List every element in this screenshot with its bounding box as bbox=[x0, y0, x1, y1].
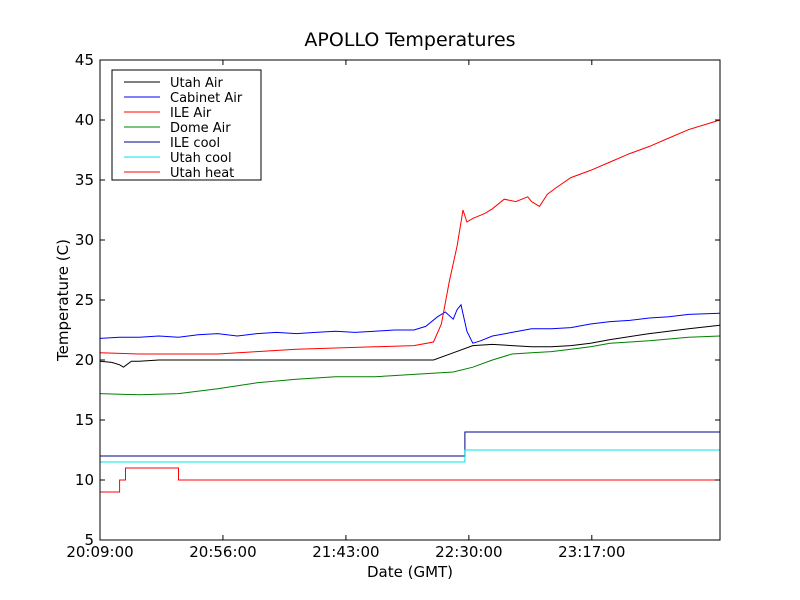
x-tick-label-5: 23:17:00 bbox=[558, 543, 625, 561]
legend-label-3: ILE Air bbox=[170, 106, 212, 121]
series-line-3 bbox=[99, 119, 721, 355]
y-tick-label-1: 5 bbox=[84, 531, 94, 549]
y-tick-label-5: 25 bbox=[75, 291, 94, 309]
series-line-7 bbox=[100, 467, 720, 493]
x-tick-label-1: 20:09:00 bbox=[66, 543, 133, 561]
y-tick-label-8: 40 bbox=[75, 111, 94, 129]
plot-area: 5 10 15 20 25 30 35 40 45 20:09:00 20:56:00 21:43:0… bbox=[66, 51, 721, 561]
y-axis-label: Temperature (C) bbox=[54, 239, 72, 362]
x-axis-label: Date (GMT) bbox=[367, 563, 453, 581]
legend-label-1: Utah Air bbox=[170, 76, 223, 91]
legend-box bbox=[111, 69, 262, 181]
y-tick-label-6: 30 bbox=[75, 231, 94, 249]
series-line-1 bbox=[99, 324, 721, 368]
series-line-5 bbox=[100, 431, 720, 457]
legend-label-5: ILE cool bbox=[170, 136, 220, 151]
legend-label-2: Cabinet Air bbox=[170, 91, 243, 106]
chart-title: APOLLO Temperatures bbox=[304, 29, 515, 51]
series-line-6 bbox=[100, 449, 720, 463]
series-line-2 bbox=[99, 303, 721, 344]
y-tick-label-4: 20 bbox=[75, 351, 94, 369]
series-line-4 bbox=[99, 335, 721, 396]
legend-label-7: Utah heat bbox=[170, 166, 234, 181]
x-tick-label-2: 20:56:00 bbox=[189, 543, 256, 561]
x-tick-label-3: 21:43:00 bbox=[312, 543, 379, 561]
y-tick-label-9: 45 bbox=[75, 51, 94, 69]
x-tick-label-4: 22:30:00 bbox=[435, 543, 502, 561]
y-tick-label-3: 15 bbox=[75, 411, 94, 429]
legend-label-4: Dome Air bbox=[170, 121, 231, 136]
y-tick-label-2: 10 bbox=[75, 471, 94, 489]
y-tick-label-7: 35 bbox=[75, 171, 94, 189]
legend-label-6: Utah cool bbox=[170, 151, 232, 166]
